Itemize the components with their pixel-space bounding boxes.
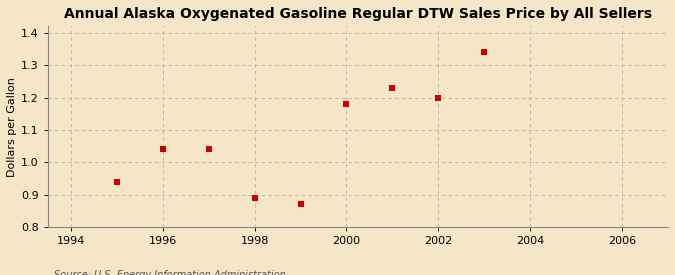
Point — [295, 202, 306, 207]
Point — [341, 102, 352, 106]
Point — [249, 196, 260, 200]
Point — [111, 180, 122, 184]
Y-axis label: Dollars per Gallon: Dollars per Gallon — [7, 77, 17, 177]
Point — [203, 147, 214, 152]
Title: Annual Alaska Oxygenated Gasoline Regular DTW Sales Price by All Sellers: Annual Alaska Oxygenated Gasoline Regula… — [64, 7, 652, 21]
Point — [157, 147, 168, 152]
Point — [387, 86, 398, 90]
Point — [433, 95, 443, 100]
Point — [479, 50, 489, 54]
Text: Source: U.S. Energy Information Administration: Source: U.S. Energy Information Administ… — [54, 271, 286, 275]
